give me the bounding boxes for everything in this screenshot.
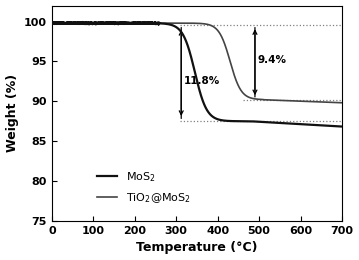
Legend: MoS$_2$, TiO$_2$@MoS$_2$: MoS$_2$, TiO$_2$@MoS$_2$ (92, 166, 195, 209)
Y-axis label: Weight (%): Weight (%) (5, 74, 19, 152)
Text: 11.8%: 11.8% (184, 76, 220, 86)
X-axis label: Temperature (°C): Temperature (°C) (136, 242, 258, 255)
Text: 9.4%: 9.4% (257, 55, 286, 65)
